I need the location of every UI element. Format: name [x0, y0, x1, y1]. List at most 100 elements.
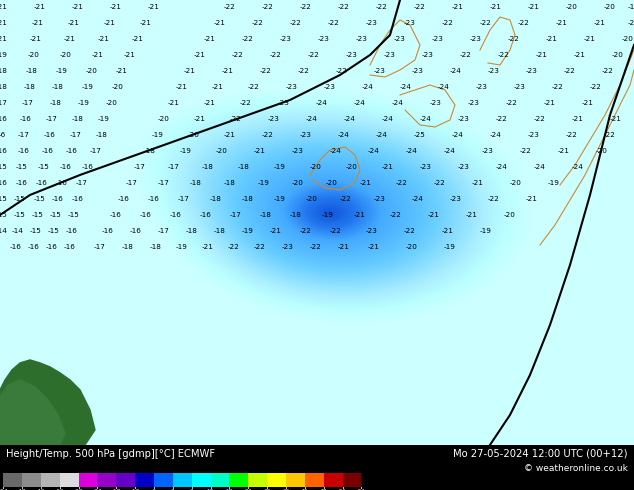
- Text: -18: -18: [214, 228, 226, 234]
- Text: -21: -21: [222, 68, 234, 74]
- Text: -19: -19: [274, 196, 286, 202]
- Text: 48: 48: [320, 489, 327, 490]
- Text: -18: -18: [122, 244, 134, 250]
- Text: -20: -20: [628, 20, 634, 26]
- Text: -16: -16: [46, 244, 58, 250]
- Text: -17: -17: [22, 100, 34, 106]
- Text: -21: -21: [610, 116, 622, 122]
- Text: -23: -23: [420, 164, 432, 170]
- Text: -22: -22: [564, 68, 576, 74]
- Bar: [41, 473, 60, 487]
- Text: -17: -17: [94, 244, 106, 250]
- Text: -12: -12: [131, 489, 140, 490]
- Text: -15: -15: [32, 212, 44, 218]
- Text: -17: -17: [70, 132, 82, 138]
- Text: -22: -22: [232, 52, 244, 58]
- Text: -16: -16: [64, 244, 76, 250]
- Text: -19: -19: [180, 148, 192, 154]
- Text: -14: -14: [0, 228, 8, 234]
- Bar: [305, 473, 324, 487]
- Polygon shape: [0, 380, 65, 445]
- Text: -23: -23: [450, 196, 462, 202]
- Text: -22: -22: [300, 4, 312, 10]
- Text: -19: -19: [274, 164, 286, 170]
- Text: -22: -22: [248, 84, 260, 90]
- Text: -23: -23: [470, 36, 482, 42]
- Text: -22: -22: [508, 36, 520, 42]
- Polygon shape: [0, 360, 95, 445]
- Text: -20: -20: [566, 4, 578, 10]
- Text: -24: -24: [444, 148, 456, 154]
- Text: -16: -16: [16, 180, 28, 186]
- Text: -18: -18: [72, 116, 84, 122]
- Text: -16: -16: [170, 212, 182, 218]
- Text: -17: -17: [18, 132, 30, 138]
- Text: -21: -21: [428, 212, 440, 218]
- Text: -22: -22: [498, 52, 510, 58]
- Text: -21: -21: [338, 244, 350, 250]
- Bar: [210, 473, 230, 487]
- Text: -21: -21: [194, 52, 206, 58]
- Text: -22: -22: [442, 20, 454, 26]
- Text: -17: -17: [90, 148, 102, 154]
- Text: -22: -22: [328, 20, 340, 26]
- Text: -21: -21: [472, 180, 484, 186]
- Text: -21: -21: [582, 100, 594, 106]
- Text: -17: -17: [158, 180, 170, 186]
- Text: -23: -23: [482, 148, 494, 154]
- Text: -20: -20: [306, 196, 318, 202]
- Bar: [173, 473, 191, 487]
- Text: -20: -20: [622, 36, 634, 42]
- Text: -21: -21: [574, 52, 586, 58]
- Text: -21: -21: [168, 100, 180, 106]
- Text: 18: 18: [226, 489, 233, 490]
- Text: -24: -24: [368, 148, 380, 154]
- Text: -19: -19: [56, 68, 68, 74]
- Text: -24: -24: [452, 132, 464, 138]
- Bar: [98, 473, 116, 487]
- Text: -19: -19: [258, 180, 270, 186]
- Text: -22: -22: [228, 244, 240, 250]
- Text: -21: -21: [558, 148, 570, 154]
- Text: -16: -16: [28, 244, 40, 250]
- Text: -19: -19: [628, 4, 634, 10]
- Text: -19: -19: [82, 84, 94, 90]
- Text: -23: -23: [476, 84, 488, 90]
- Text: -23: -23: [268, 116, 280, 122]
- Text: -24: -24: [306, 116, 318, 122]
- Text: -24: -24: [362, 84, 374, 90]
- Text: -21: -21: [466, 212, 478, 218]
- Text: -22: -22: [488, 196, 500, 202]
- Text: -15: -15: [0, 212, 8, 218]
- Text: -23: -23: [282, 244, 294, 250]
- Text: -16: -16: [36, 180, 48, 186]
- Text: 6: 6: [190, 489, 193, 490]
- Text: -23: -23: [528, 132, 540, 138]
- Bar: [79, 473, 98, 487]
- Text: -22: -22: [518, 20, 530, 26]
- Text: -23: -23: [318, 36, 330, 42]
- Text: -18: -18: [242, 196, 254, 202]
- Text: -22: -22: [300, 228, 312, 234]
- Text: -22: -22: [396, 180, 408, 186]
- Text: -19: -19: [152, 132, 164, 138]
- Text: -18: -18: [0, 84, 8, 90]
- Text: -22: -22: [534, 116, 546, 122]
- Text: -15: -15: [30, 228, 42, 234]
- Text: -22: -22: [404, 228, 416, 234]
- Text: -16: -16: [102, 228, 114, 234]
- Bar: [249, 473, 267, 487]
- Text: -23: -23: [286, 84, 298, 90]
- Text: -23: -23: [404, 20, 416, 26]
- Text: -18: -18: [112, 489, 121, 490]
- Text: -17: -17: [230, 212, 242, 218]
- Bar: [267, 473, 286, 487]
- Text: -22: -22: [340, 196, 352, 202]
- Text: -21: -21: [0, 36, 8, 42]
- Bar: [191, 473, 210, 487]
- Text: -16: -16: [82, 164, 94, 170]
- Text: -21: -21: [204, 36, 216, 42]
- Text: -18: -18: [150, 244, 162, 250]
- Text: -18: -18: [186, 228, 198, 234]
- Text: -20: -20: [292, 180, 304, 186]
